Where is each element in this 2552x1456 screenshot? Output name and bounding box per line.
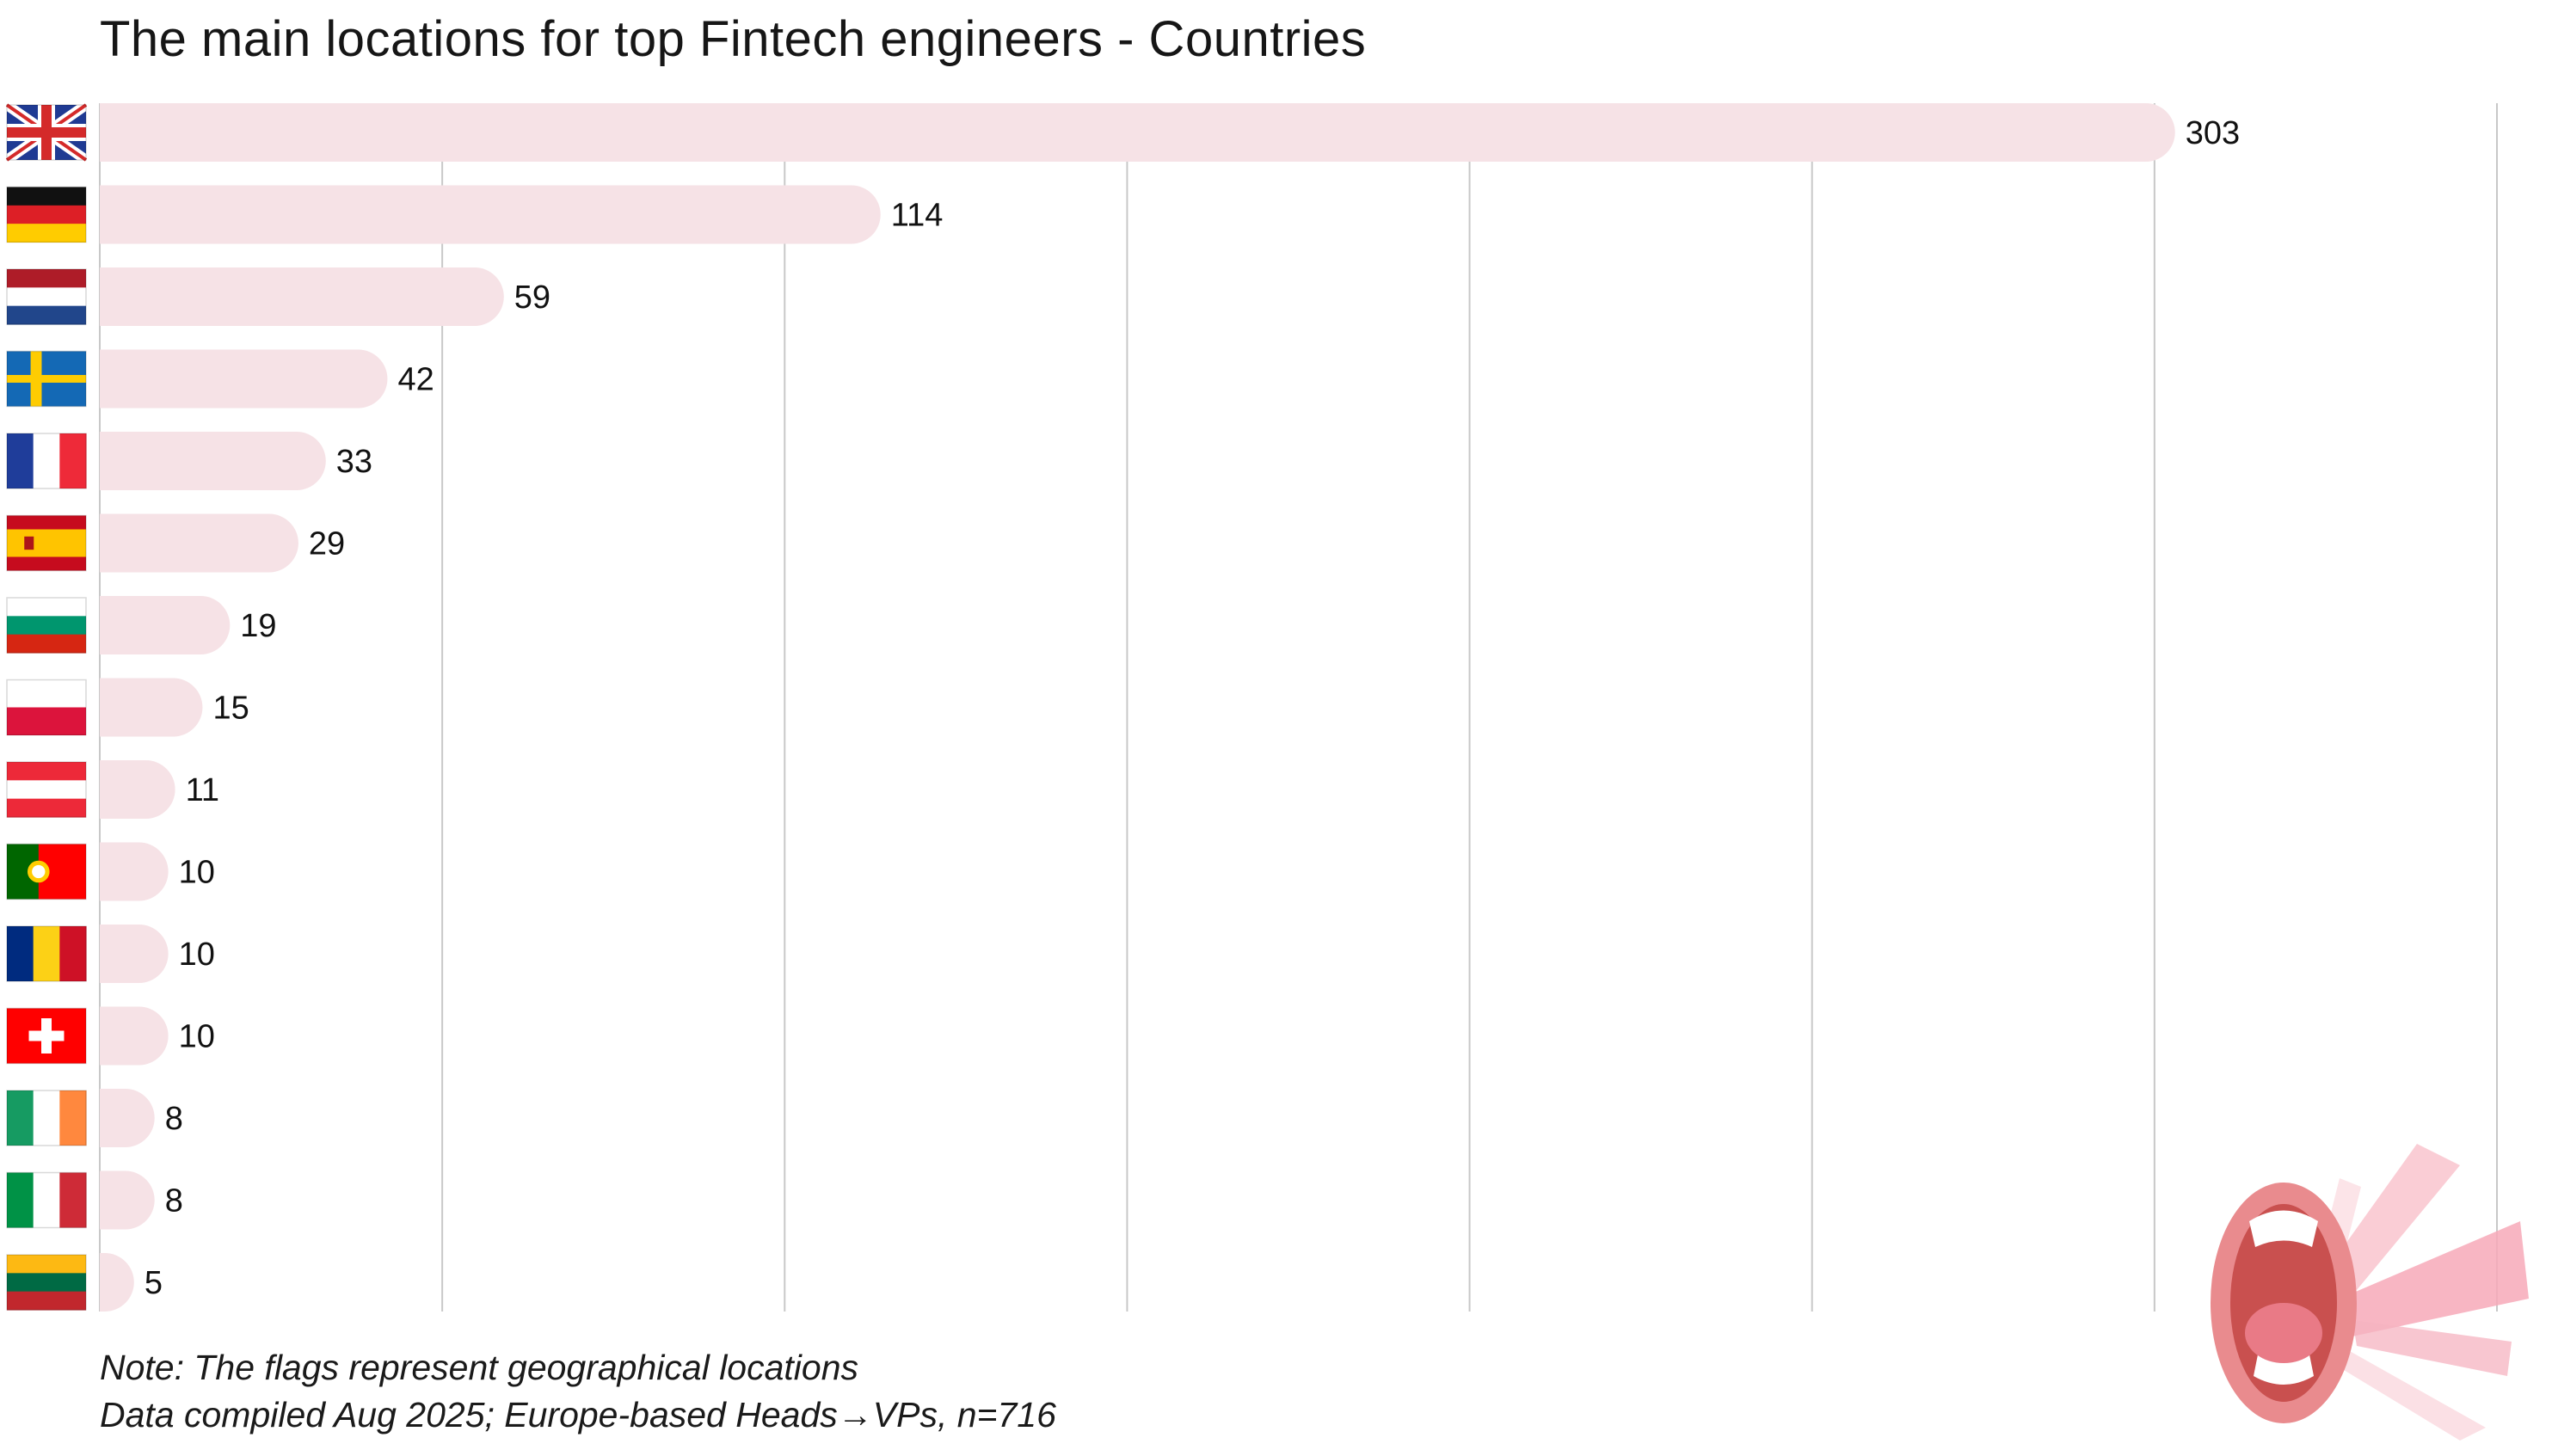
value-label-it: 8 (165, 1183, 183, 1219)
flag-pl-icon (6, 679, 87, 736)
value-label-pt: 10 (179, 855, 215, 891)
bar-fr (100, 432, 326, 490)
flag-it-icon (6, 1171, 87, 1229)
value-label-nl: 59 (514, 280, 550, 316)
value-labels: 303 114 59 42 33 29 19 15 11 10 10 10 8 8 5 (145, 115, 2240, 1301)
value-label-es: 29 (309, 526, 345, 562)
bar-at (100, 760, 175, 819)
flag-nl-icon (6, 268, 87, 325)
flag-lt-icon (6, 1254, 87, 1311)
shouting-mouth-illustration (2211, 1144, 2529, 1441)
bar-gb (100, 103, 2175, 162)
bar-pl (100, 678, 203, 737)
bar-ro (100, 925, 169, 983)
value-label-se: 42 (397, 362, 434, 398)
flag-fr-icon (6, 433, 87, 489)
value-label-de: 114 (891, 198, 944, 234)
chart-title: The main locations for top Fintech engin… (100, 11, 1367, 67)
value-label-ch: 10 (179, 1019, 215, 1055)
flag-gb-icon (3, 101, 89, 164)
bar-es (100, 513, 298, 573)
bar-nl (100, 267, 504, 326)
flag-pt-icon (6, 843, 87, 900)
value-label-gb: 303 (2186, 115, 2240, 151)
value-label-at: 11 (186, 772, 219, 808)
bar-it (100, 1170, 155, 1230)
value-label-ie: 8 (165, 1101, 183, 1137)
bar-se (100, 349, 388, 409)
flag-ro-icon (6, 925, 87, 982)
bar-ch (100, 1006, 169, 1066)
flag-ie-icon (6, 1090, 87, 1146)
bar-pt (100, 842, 169, 901)
flag-at-icon (6, 761, 87, 818)
footnote-flags: Note: The flags represent geographical l… (100, 1348, 859, 1387)
bars (100, 103, 2175, 1312)
bar-bg (100, 596, 231, 654)
flag-ch-icon (6, 1007, 87, 1065)
bar-ie (100, 1089, 155, 1147)
bar-de (100, 185, 881, 244)
footnote-data-source: Data compiled Aug 2025; Europe-based Hea… (100, 1395, 1056, 1434)
flag-bg-icon (6, 597, 87, 654)
value-label-ro: 10 (179, 937, 215, 973)
bar-lt (100, 1253, 134, 1312)
flag-icons (3, 101, 89, 1311)
flag-es-icon (6, 514, 87, 572)
value-label-pl: 15 (212, 691, 249, 727)
value-label-bg: 19 (240, 608, 276, 644)
flag-de-icon (6, 186, 87, 243)
value-label-fr: 33 (336, 444, 372, 480)
flag-se-icon (6, 350, 87, 408)
value-label-lt: 5 (145, 1265, 163, 1301)
